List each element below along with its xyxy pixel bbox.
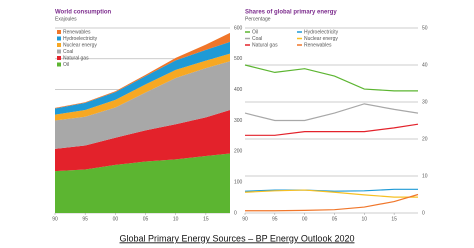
legend-label: Renewables bbox=[63, 29, 91, 35]
caption: Global Primary Energy Sources – BP Energ… bbox=[120, 233, 355, 243]
area bbox=[55, 110, 230, 172]
y-tick-label: 200 bbox=[234, 149, 243, 155]
legend-label: Coal bbox=[63, 49, 73, 55]
legend-label: Nuclear energy bbox=[304, 36, 338, 42]
x-tick-label: 05 bbox=[143, 216, 149, 222]
x-tick-label: 00 bbox=[302, 216, 308, 222]
legend-swatch bbox=[57, 30, 61, 34]
chart-subtitle: Exajoules bbox=[55, 16, 77, 22]
line bbox=[244, 189, 418, 198]
area bbox=[55, 61, 230, 149]
x-tick-label: 00 bbox=[113, 216, 119, 222]
y-tick-label: 0 bbox=[234, 210, 237, 216]
legend-swatch bbox=[57, 43, 61, 47]
y-tick-label: 300 bbox=[234, 118, 243, 124]
x-tick-label: 15 bbox=[391, 216, 397, 222]
line bbox=[244, 64, 418, 92]
legend-label: Renewables bbox=[304, 42, 332, 48]
x-tick-label: 10 bbox=[362, 216, 368, 222]
y-tick-label: 600 bbox=[234, 25, 243, 31]
x-tick-label: 90 bbox=[52, 216, 58, 222]
x-tick-label: 95 bbox=[272, 216, 278, 222]
y-tick-label: 50 bbox=[422, 25, 428, 31]
area bbox=[55, 53, 230, 121]
legend-label: Hydroelectricity bbox=[63, 36, 98, 42]
x-tick-label: 10 bbox=[173, 216, 179, 222]
line bbox=[245, 193, 419, 212]
legend-swatch bbox=[57, 56, 61, 60]
legend-swatch bbox=[57, 36, 61, 41]
y-tick-label: 10 bbox=[422, 173, 428, 179]
x-tick-label: 90 bbox=[242, 216, 248, 222]
area bbox=[55, 153, 230, 213]
chart-subtitle: Percentage bbox=[245, 16, 271, 22]
chart-title: Shares of global primary energy bbox=[245, 10, 337, 16]
legend-label: Hydroelectricity bbox=[304, 29, 339, 35]
x-tick-label: 15 bbox=[203, 216, 209, 222]
area bbox=[55, 41, 230, 115]
y-tick-label: 40 bbox=[422, 62, 428, 68]
legend-label: Oil bbox=[63, 62, 69, 68]
legend-label: Natural gas bbox=[252, 42, 278, 48]
y-tick-label: 100 bbox=[234, 179, 243, 185]
legend-label: Coal bbox=[252, 36, 262, 42]
line bbox=[244, 188, 418, 192]
y-tick-label: 400 bbox=[234, 87, 243, 93]
legend-swatch bbox=[57, 62, 61, 67]
line bbox=[244, 103, 419, 122]
legend-swatch bbox=[57, 49, 61, 54]
x-tick-label: 95 bbox=[82, 216, 88, 222]
x-tick-label: 05 bbox=[332, 216, 338, 222]
legend-label: Oil bbox=[252, 29, 258, 35]
legend-label: Nuclear energy bbox=[63, 42, 97, 48]
line bbox=[245, 123, 419, 136]
y-tick-label: 0 bbox=[422, 210, 425, 216]
y-tick-label: 500 bbox=[234, 56, 243, 62]
y-tick-label: 30 bbox=[422, 99, 428, 105]
chart-title: World consumption bbox=[55, 10, 112, 16]
legend-label: Natural gas bbox=[63, 55, 89, 61]
y-tick-label: 20 bbox=[422, 136, 428, 142]
